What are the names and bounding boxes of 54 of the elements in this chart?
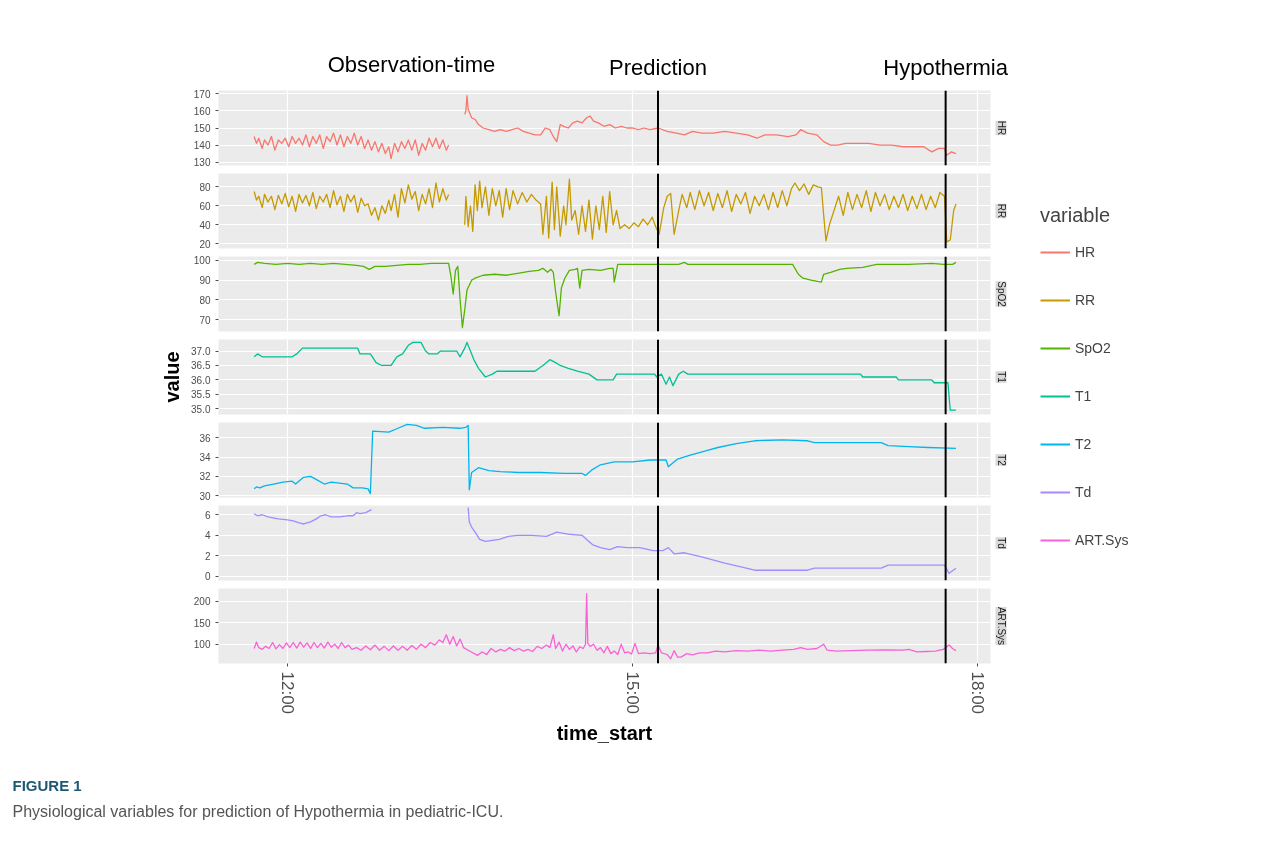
legend-title: variable <box>1040 203 1112 227</box>
text: Observation-time <box>327 51 496 77</box>
y-tick-label: 70 <box>199 314 211 326</box>
text: RR <box>995 203 1007 219</box>
legend-label: Td <box>1075 483 1093 500</box>
ref-line-label: Hypothermia <box>883 54 1009 80</box>
legend-label: SpO2 <box>1075 339 1111 356</box>
legend-label: T1 <box>1075 387 1093 404</box>
y-tick-label: 36 <box>199 432 211 444</box>
y-tick-label: 6 <box>204 509 211 521</box>
text: Physiological variables for prediction of Hypothermia in pediatric-ICU. <box>12 802 504 820</box>
ref-line-label: Prediction <box>609 54 707 80</box>
y-tick-label: 30 <box>199 490 211 502</box>
y-tick-label: 80 <box>199 294 211 306</box>
y-tick-label: 170 <box>193 88 211 100</box>
y-tick-label: 160 <box>193 105 211 117</box>
caption: FIGURE 1 <box>12 776 82 794</box>
y-tick-label: 40 <box>199 219 211 231</box>
text: ART.Sys <box>995 606 1007 646</box>
y-tick-label: 150 <box>193 123 211 134</box>
legend-label: HR <box>1075 243 1096 260</box>
y-tick-label: 20 <box>199 238 211 250</box>
y-tick-label: 36.5 <box>191 360 211 372</box>
legend-label: RR <box>1075 291 1096 308</box>
y-tick-label: 150 <box>193 617 211 629</box>
y-tick-label: 100 <box>193 639 211 651</box>
y-tick-label: 32 <box>199 471 211 483</box>
text: T1 <box>995 371 1007 383</box>
y-tick-label: 2 <box>204 550 211 562</box>
y-tick-label: 80 <box>199 181 211 193</box>
y-tick-label: 130 <box>193 157 211 169</box>
text: Td <box>995 537 1007 549</box>
x-tick-label: 18:00 <box>968 671 988 715</box>
y-tick-label: 90 <box>199 275 211 287</box>
legend-label: T2 <box>1075 435 1093 452</box>
y-tick-label: 4 <box>204 530 211 542</box>
y-tick-label: 35.5 <box>191 389 211 401</box>
text: T2 <box>995 454 1007 466</box>
y-tick-label: 200 <box>193 596 211 608</box>
text: HR <box>995 120 1007 136</box>
y-tick-label: 100 <box>193 255 211 267</box>
y-tick-label: 34 <box>199 452 211 464</box>
y-tick-label: 0 <box>204 571 211 583</box>
x-tick-label: 15:00 <box>623 671 643 715</box>
y-tick-label: 37.0 <box>191 346 211 358</box>
x-tick-label: 12:00 <box>278 671 298 715</box>
y-axis-title: value <box>161 351 184 403</box>
y-tick-label: 35.0 <box>191 403 211 415</box>
legend-label: ART.Sys <box>1075 531 1129 548</box>
y-tick-label: 60 <box>199 200 211 212</box>
y-tick-label: 140 <box>193 140 211 152</box>
y-tick-label: 36.0 <box>191 374 211 386</box>
text: SpO2 <box>995 281 1007 307</box>
x-axis-title: time_start <box>556 722 653 745</box>
